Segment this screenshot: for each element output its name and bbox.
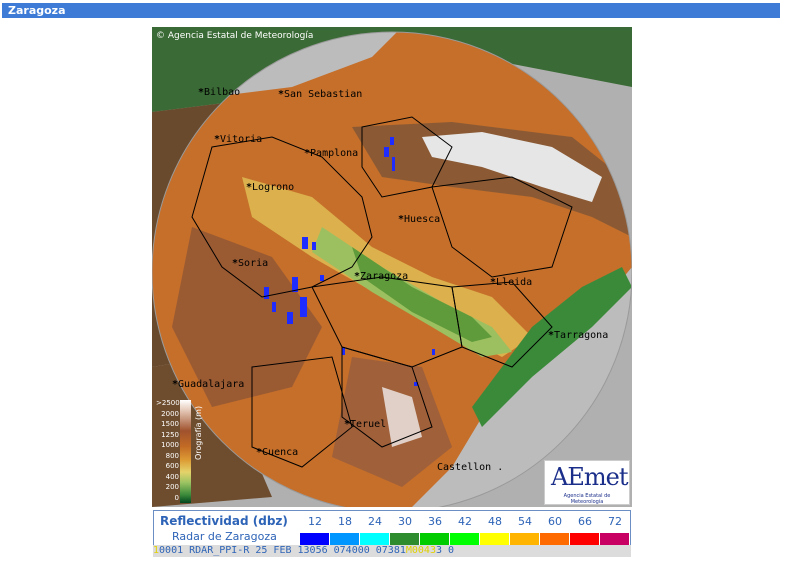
legend-swatch-72: [600, 533, 629, 545]
aemet-logo-subtitle: Agencia Estatal de Meteorología: [563, 493, 611, 505]
city-huesca: *Huesca: [398, 214, 441, 225]
legend-value-36: 36: [428, 515, 442, 528]
legend-value-66: 66: [578, 515, 592, 528]
copyright-notice: © Agencia Estatal de Meteorología: [156, 31, 314, 41]
legend-swatch-30: [390, 533, 419, 545]
legend-value-48: 48: [488, 515, 502, 528]
reflectivity-legend: Reflectividad (dbz) Radar de Zaragoza 12…: [153, 510, 631, 546]
reflectivity-echoes: [264, 137, 435, 386]
city-bilbao: *Bilbao: [198, 87, 241, 98]
legend-value-24: 24: [368, 515, 382, 528]
city-logrono: *Logrono: [246, 182, 295, 193]
status-suffix: 3 0: [435, 545, 455, 556]
legend-subtitle: Radar de Zaragoza: [172, 530, 277, 543]
province-borders: [191, 116, 573, 468]
page-title: Zaragoza: [8, 4, 66, 17]
legend-value-42: 42: [458, 515, 472, 528]
status-overlay: M0043: [405, 545, 436, 556]
city-teruel: *Teruel: [344, 419, 387, 430]
city-castellon: Castellon .: [437, 462, 504, 473]
aemet-logo-brand: AEmet: [551, 463, 628, 491]
status-line: 10001 RDAR_PPI-R 25 FEB 13056 074000 073…: [153, 545, 631, 557]
legend-title: Reflectividad (dbz): [160, 514, 288, 528]
orography-colorbar: [180, 400, 191, 503]
title-bar: Zaragoza: [2, 3, 780, 18]
legend-value-30: 30: [398, 515, 412, 528]
legend-swatch-24: [360, 533, 389, 545]
legend-value-54: 54: [518, 515, 532, 528]
status-text: 0001 RDAR_PPI-R 25 FEB 13056 074000 0738…: [159, 545, 406, 556]
legend-value-72: 72: [608, 515, 622, 528]
legend-swatch-42: [450, 533, 479, 545]
orography-ticks: >2500 2000 1500 1250 1000 800 600 400 20…: [156, 399, 180, 502]
legend-value-60: 60: [548, 515, 562, 528]
legend-swatch-54: [510, 533, 539, 545]
orography-scale: >2500 2000 1500 1250 1000 800 600 400 20…: [156, 399, 214, 504]
city-vitoria: *Vitoria: [214, 134, 263, 145]
city-zaragoza: *Zaragoza: [354, 271, 409, 282]
legend-value-18: 18: [338, 515, 352, 528]
city-cuenca: *Cuenca: [256, 447, 299, 458]
legend-swatch-48: [480, 533, 509, 545]
orography-label: Orografía (m): [194, 405, 203, 460]
city-tarragona: *Tarragona: [548, 330, 609, 341]
city-san-sebastian: *San Sebastian: [278, 89, 363, 100]
city-guadalajara: *Guadalajara: [172, 379, 245, 390]
city-lleida: *Lleida: [490, 277, 533, 288]
aemet-logo[interactable]: AEmet Agencia Estatal de Meteorología: [544, 460, 630, 505]
status-prefix: 1: [153, 545, 160, 556]
legend-swatch-12: [300, 533, 329, 545]
radar-map[interactable]: © Agencia Estatal de Meteorología *Bilba…: [152, 27, 632, 507]
city-pamplona: *Pamplona: [304, 148, 359, 159]
legend-swatch-18: [330, 533, 359, 545]
legend-value-12: 12: [308, 515, 322, 528]
terrain-svg: [152, 27, 632, 507]
legend-swatch-36: [420, 533, 449, 545]
legend-swatch-66: [570, 533, 599, 545]
legend-swatch-60: [540, 533, 569, 545]
city-soria: *Soria: [232, 258, 269, 269]
